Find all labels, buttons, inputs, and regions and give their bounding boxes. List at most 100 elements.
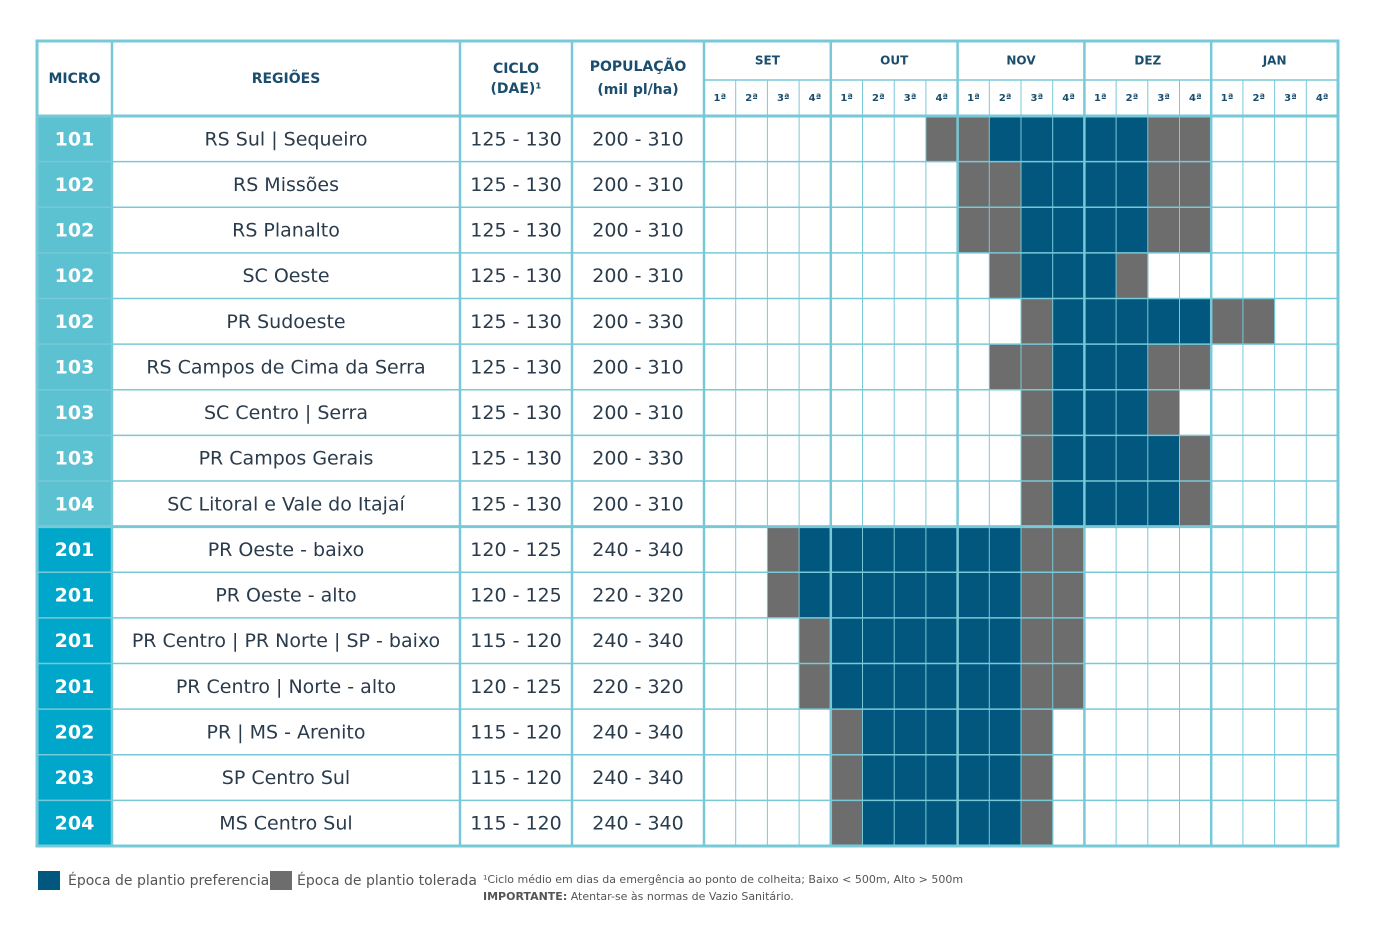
week-label: 2ª <box>1252 93 1265 104</box>
week-label: 1ª <box>840 93 853 104</box>
tolerated-cell <box>925 116 959 162</box>
week-label: 3ª <box>777 93 790 104</box>
preferred-cell <box>894 526 927 573</box>
region: PR Oeste - baixo <box>208 539 365 561</box>
preferred-cell <box>830 572 863 618</box>
preferred-cell <box>989 617 1022 664</box>
tolerated-cell <box>1179 116 1212 162</box>
ciclo: 125 - 130 <box>470 402 561 424</box>
header-ciclo: CICLO <box>493 61 539 77</box>
micro-cell <box>37 663 112 710</box>
micro-cell <box>37 116 112 162</box>
populacao: 200 - 310 <box>592 220 683 242</box>
tolerated-cell <box>1021 389 1054 436</box>
populacao: 240 - 340 <box>592 767 683 789</box>
preferred-cell <box>894 572 927 618</box>
tolerated-cell <box>1211 298 1244 345</box>
tolerated-cell <box>989 252 1022 299</box>
preferred-cell <box>957 709 990 755</box>
preferred-cell <box>957 754 990 801</box>
week-label: 3ª <box>904 93 917 104</box>
region: RS Campos de Cima da Serra <box>146 356 425 378</box>
tolerated-cell <box>989 207 1022 253</box>
populacao: 200 - 330 <box>592 448 683 470</box>
week-label: 1ª <box>1094 93 1107 104</box>
month-label: JAN <box>1262 54 1287 68</box>
preferred-cell <box>1052 389 1085 436</box>
region: RS Planalto <box>232 220 340 242</box>
preferred-cell <box>1052 344 1085 390</box>
week-label: 1ª <box>1221 93 1234 104</box>
preferred-cell <box>925 617 959 664</box>
week-label: 2ª <box>745 93 758 104</box>
tolerated-cell <box>1179 207 1212 253</box>
ciclo: 125 - 130 <box>470 448 561 470</box>
micro-cell <box>37 617 112 664</box>
tolerated-cell <box>1021 663 1054 710</box>
week-label: 4ª <box>1189 93 1202 104</box>
region: PR Centro | Norte - alto <box>176 676 396 698</box>
tolerated-cell <box>1021 800 1054 846</box>
micro-cell <box>37 252 112 299</box>
week-label: 3ª <box>1031 93 1044 104</box>
preferred-cell <box>862 754 895 801</box>
preferred-cell <box>925 754 959 801</box>
preferred-cell <box>1084 207 1117 253</box>
preferred-cell <box>1021 207 1054 253</box>
micro-code: 203 <box>55 767 95 789</box>
tolerated-cell <box>799 617 832 664</box>
header-populacao: POPULAÇÃO <box>590 58 687 75</box>
tolerated-cell <box>1116 252 1149 299</box>
ciclo: 115 - 120 <box>470 767 561 789</box>
micro-code: 102 <box>55 174 95 196</box>
tolerated-cell <box>1021 526 1054 573</box>
micro-cell <box>37 800 112 846</box>
preferred-cell <box>1116 116 1149 162</box>
tolerated-cell <box>1242 298 1276 345</box>
week-label: 4ª <box>1062 93 1075 104</box>
ciclo: 120 - 125 <box>470 676 561 698</box>
tolerated-cell <box>1179 481 1212 527</box>
populacao: 240 - 340 <box>592 813 683 835</box>
ciclo: 125 - 130 <box>470 493 561 515</box>
tolerated-cell <box>1179 344 1212 390</box>
populacao: 200 - 310 <box>592 174 683 196</box>
preferred-cell <box>862 572 895 618</box>
header-regioes: REGIÕES <box>252 69 321 87</box>
tolerated-cell <box>957 116 990 162</box>
header-micro: MICRO <box>48 71 100 87</box>
preferred-cell <box>894 754 927 801</box>
micro-code: 201 <box>55 676 95 698</box>
tolerated-cell <box>767 572 800 618</box>
preferred-cell <box>957 526 990 573</box>
preferred-cell <box>957 800 990 846</box>
preferred-cell <box>989 663 1022 710</box>
populacao: 240 - 340 <box>592 721 683 743</box>
region: PR Centro | PR Norte | SP - baixo <box>132 630 440 652</box>
tolerated-cell <box>957 207 990 253</box>
micro-code: 204 <box>55 813 95 835</box>
preferred-cell <box>894 800 927 846</box>
tolerated-cell <box>1021 298 1054 345</box>
preferred-cell <box>925 572 959 618</box>
preferred-cell <box>1116 481 1149 527</box>
header-populacao: (mil pl/ha) <box>597 82 678 98</box>
tolerated-cell <box>1021 435 1054 481</box>
preferred-cell <box>1084 435 1117 481</box>
month-label: OUT <box>880 54 909 68</box>
tolerated-cell <box>1021 344 1054 390</box>
micro-cell <box>37 207 112 253</box>
week-label: 4ª <box>935 93 948 104</box>
legend-tolerated: Época de plantio tolerada <box>297 872 477 889</box>
tolerated-cell <box>799 663 832 710</box>
micro-code: 201 <box>55 585 95 607</box>
ciclo: 120 - 125 <box>470 585 561 607</box>
preferred-cell <box>1147 481 1180 527</box>
preferred-cell <box>894 709 927 755</box>
micro-cell <box>37 298 112 345</box>
preferred-cell <box>1084 481 1117 527</box>
important-text: Atentar-se às normas de Vazio Sanitário. <box>567 890 794 903</box>
micro-code: 201 <box>55 539 95 561</box>
week-label: 3ª <box>1157 93 1170 104</box>
